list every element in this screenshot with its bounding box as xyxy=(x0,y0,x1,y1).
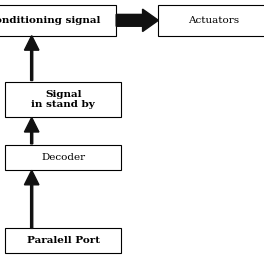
FancyBboxPatch shape xyxy=(0,5,116,36)
FancyArrow shape xyxy=(116,9,158,31)
Text: onditioning signal: onditioning signal xyxy=(0,16,100,25)
Text: Actuators: Actuators xyxy=(188,16,239,25)
FancyBboxPatch shape xyxy=(5,145,121,170)
FancyArrow shape xyxy=(24,117,39,144)
FancyBboxPatch shape xyxy=(158,5,264,36)
Text: Paralell Port: Paralell Port xyxy=(27,236,100,246)
FancyArrow shape xyxy=(24,36,39,81)
FancyArrow shape xyxy=(24,170,39,228)
FancyBboxPatch shape xyxy=(5,82,121,117)
FancyBboxPatch shape xyxy=(5,228,121,253)
Text: Decoder: Decoder xyxy=(41,153,86,162)
Text: Signal
in stand by: Signal in stand by xyxy=(31,90,95,109)
